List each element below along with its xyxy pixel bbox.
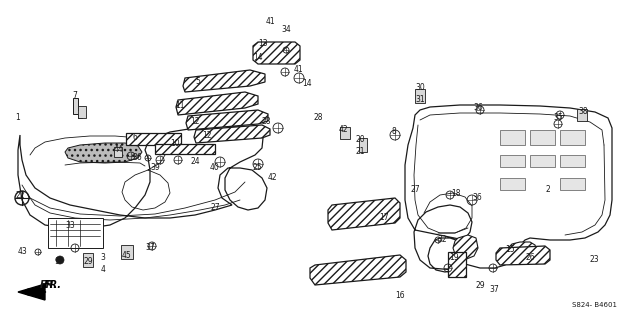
Text: 25: 25 (252, 164, 262, 172)
Text: 20: 20 (355, 135, 365, 145)
Text: 7: 7 (72, 92, 77, 100)
Bar (577, 109, 587, 121)
Text: 10: 10 (170, 139, 180, 147)
Text: 39: 39 (150, 164, 160, 172)
Polygon shape (253, 42, 300, 64)
Polygon shape (194, 125, 270, 143)
Bar (560, 130, 585, 145)
Text: 45: 45 (122, 250, 132, 260)
Text: FR.: FR. (44, 280, 62, 290)
Polygon shape (405, 105, 612, 272)
Bar (83, 253, 93, 267)
Text: 26: 26 (525, 254, 535, 262)
Bar (48, 218, 103, 248)
Text: 1: 1 (15, 113, 20, 122)
Bar (415, 89, 425, 103)
Text: 29: 29 (475, 281, 485, 289)
Text: 37: 37 (145, 243, 155, 253)
Bar (560, 155, 585, 167)
Text: 22: 22 (15, 191, 25, 199)
Bar (340, 127, 350, 139)
Text: 11: 11 (175, 101, 185, 111)
Text: S824- B4601: S824- B4601 (572, 302, 617, 308)
Text: 4: 4 (100, 266, 106, 275)
Text: 37: 37 (489, 286, 499, 294)
Text: 43: 43 (17, 248, 27, 256)
Bar (500, 155, 525, 167)
Polygon shape (453, 235, 478, 260)
Text: 41: 41 (293, 66, 303, 74)
Text: 13: 13 (258, 40, 268, 49)
Bar (126, 133, 181, 145)
Text: 17: 17 (379, 214, 389, 223)
Bar (500, 130, 525, 145)
Polygon shape (310, 255, 406, 285)
Text: 34: 34 (281, 25, 291, 35)
Text: 14: 14 (253, 54, 263, 62)
Text: FR.: FR. (40, 280, 58, 290)
Circle shape (56, 256, 64, 264)
Polygon shape (183, 70, 265, 92)
Polygon shape (18, 284, 45, 300)
Text: 38: 38 (578, 107, 588, 117)
Text: 36: 36 (472, 193, 482, 203)
Text: 35: 35 (553, 113, 563, 122)
Text: 31: 31 (415, 95, 425, 105)
Text: 23: 23 (589, 256, 599, 264)
Text: 27: 27 (410, 185, 420, 195)
Text: 41: 41 (265, 17, 275, 27)
Text: 2: 2 (546, 185, 550, 195)
Text: 27: 27 (210, 203, 220, 211)
Bar (114, 147, 122, 157)
Text: 36: 36 (473, 103, 483, 113)
Bar (500, 178, 525, 190)
Text: 12: 12 (202, 132, 212, 140)
Text: 44: 44 (113, 146, 123, 154)
Polygon shape (328, 198, 400, 230)
Text: 42: 42 (338, 126, 348, 134)
Bar (155, 144, 215, 154)
Text: 32: 32 (437, 236, 447, 244)
Text: 28: 28 (313, 113, 323, 122)
Text: 36: 36 (132, 153, 142, 163)
Bar (560, 178, 585, 190)
Text: 29: 29 (83, 257, 93, 267)
Text: 40: 40 (209, 164, 219, 172)
Text: 5: 5 (196, 77, 200, 87)
Text: 6: 6 (132, 133, 138, 143)
Bar (121, 245, 133, 259)
Bar (359, 138, 367, 152)
Text: 30: 30 (415, 83, 425, 93)
Text: 28: 28 (261, 118, 271, 126)
Text: 19: 19 (449, 254, 459, 262)
Bar (530, 155, 555, 167)
Text: 33: 33 (65, 221, 75, 230)
Text: 21: 21 (355, 147, 365, 157)
Polygon shape (65, 143, 142, 163)
Polygon shape (18, 126, 267, 228)
Text: 15: 15 (505, 245, 515, 255)
Bar (78, 106, 86, 118)
Bar (530, 130, 555, 145)
Text: 18: 18 (451, 189, 461, 197)
Text: 12: 12 (190, 118, 200, 126)
Text: 42: 42 (267, 173, 277, 183)
Bar (448, 252, 466, 277)
Polygon shape (508, 242, 537, 262)
Text: 3: 3 (100, 254, 106, 262)
Text: 16: 16 (395, 290, 405, 300)
Polygon shape (176, 92, 258, 115)
Text: 14: 14 (302, 80, 312, 88)
Polygon shape (186, 110, 268, 130)
Polygon shape (73, 98, 82, 118)
Text: 24: 24 (190, 157, 200, 165)
Text: 8: 8 (392, 127, 396, 137)
Polygon shape (496, 246, 550, 265)
Text: 9: 9 (54, 257, 60, 267)
